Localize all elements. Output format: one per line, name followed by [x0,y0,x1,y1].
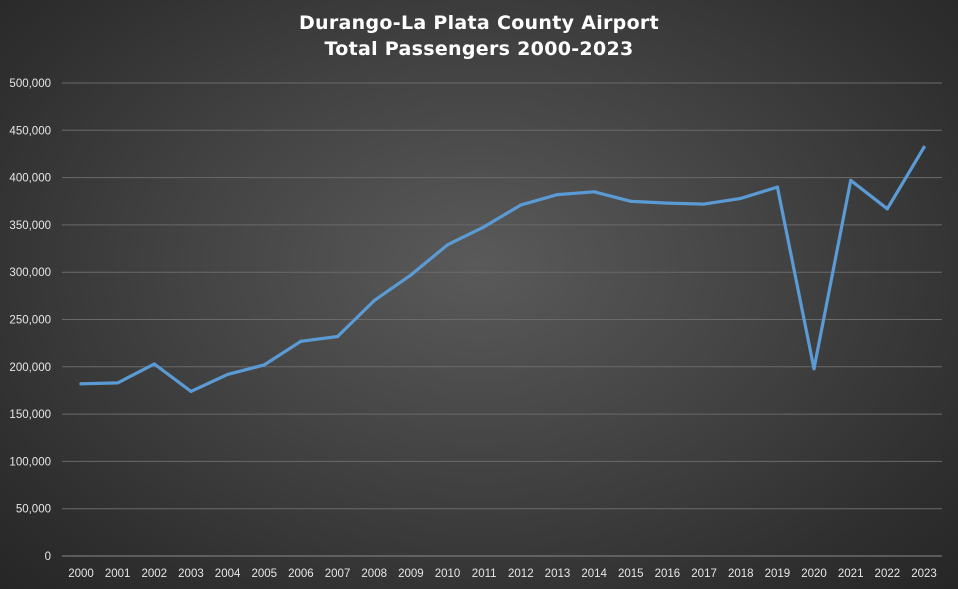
y-tick-label: 500,000 [9,78,51,90]
data-point [739,196,743,201]
x-tick-label: 2016 [655,568,681,580]
x-tick-label: 2007 [325,568,351,580]
y-tick-label: 0 [45,551,51,563]
y-tick-label: 100,000 [9,456,51,468]
x-tick-label: 2000 [68,568,94,580]
y-tick-label: 350,000 [9,220,51,232]
chart-title-line2: Total Passengers 2000-2023 [324,38,634,60]
x-tick-label: 2017 [691,568,717,580]
x-tick-label: 2013 [545,568,571,580]
data-point [335,334,340,339]
x-tick-label: 2002 [142,568,168,580]
data-point [226,372,230,376]
chart-title: Durango-La Plata County Airport Total Pa… [0,10,958,62]
chart-title-line1: Durango-La Plata County Airport [298,12,659,34]
y-tick-label: 450,000 [9,125,51,137]
x-tick-label: 2006 [288,568,314,580]
data-point [79,382,83,386]
x-tick-label: 2008 [361,568,387,580]
x-tick-label: 2009 [398,568,424,580]
y-tick-label: 50,000 [16,504,51,516]
y-tick-label: 400,000 [9,173,51,185]
data-point [555,193,560,197]
x-tick-label: 2019 [765,568,791,580]
x-tick-label: 2010 [435,568,461,580]
x-tick-label: 2018 [728,568,754,580]
x-tick-label: 2012 [508,568,534,580]
data-point [812,367,816,371]
x-tick-label: 2022 [875,568,901,580]
x-tick-label: 2001 [105,568,131,580]
series-line-total-passengers [79,145,926,393]
data-point [189,389,193,393]
x-tick-label: 2023 [911,568,937,580]
y-tick-label: 150,000 [9,409,51,421]
data-point [445,243,450,247]
y-tick-label: 300,000 [9,267,51,279]
data-point [629,199,633,203]
data-point [299,339,303,343]
data-point [519,203,523,207]
x-tick-label: 2004 [215,568,241,580]
x-tick-label: 2005 [251,568,277,580]
data-point [775,185,779,189]
data-point [482,225,486,229]
data-point [409,273,413,277]
data-point [152,362,156,366]
x-tick-label: 2003 [178,568,204,580]
data-point [372,298,376,303]
x-tick-label: 2014 [581,568,607,580]
data-point [665,201,670,205]
data-point [849,178,853,183]
x-tick-label: 2021 [838,568,864,580]
data-point [262,363,266,367]
data-point [885,207,889,211]
x-tick-label: 2020 [801,568,827,580]
x-tick-label: 2015 [618,568,644,580]
x-tick-label: 2011 [472,568,497,580]
data-point [922,145,926,149]
y-tick-label: 200,000 [9,362,51,374]
data-point [116,381,120,385]
data-point [592,190,596,194]
data-point [702,202,706,206]
y-tick-label: 250,000 [9,315,51,327]
